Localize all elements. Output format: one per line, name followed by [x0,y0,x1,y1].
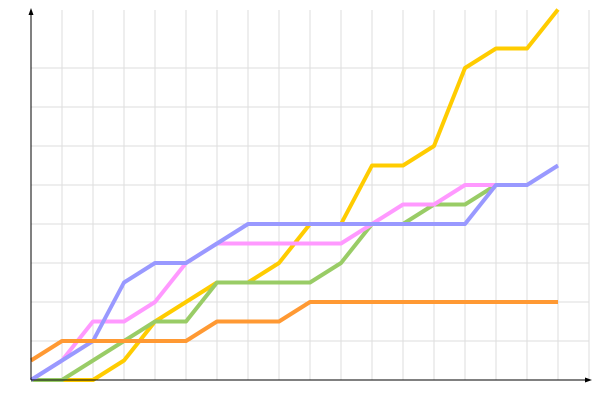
series-line-2 [31,183,498,382]
grid [31,10,590,380]
series-line-3 [29,183,496,382]
axes [28,8,592,383]
series-line-4 [29,163,560,382]
y-axis-arrow-icon [28,8,34,15]
x-axis-arrow-icon [585,377,592,383]
series-lines [29,8,560,382]
series-line-5 [29,300,558,363]
